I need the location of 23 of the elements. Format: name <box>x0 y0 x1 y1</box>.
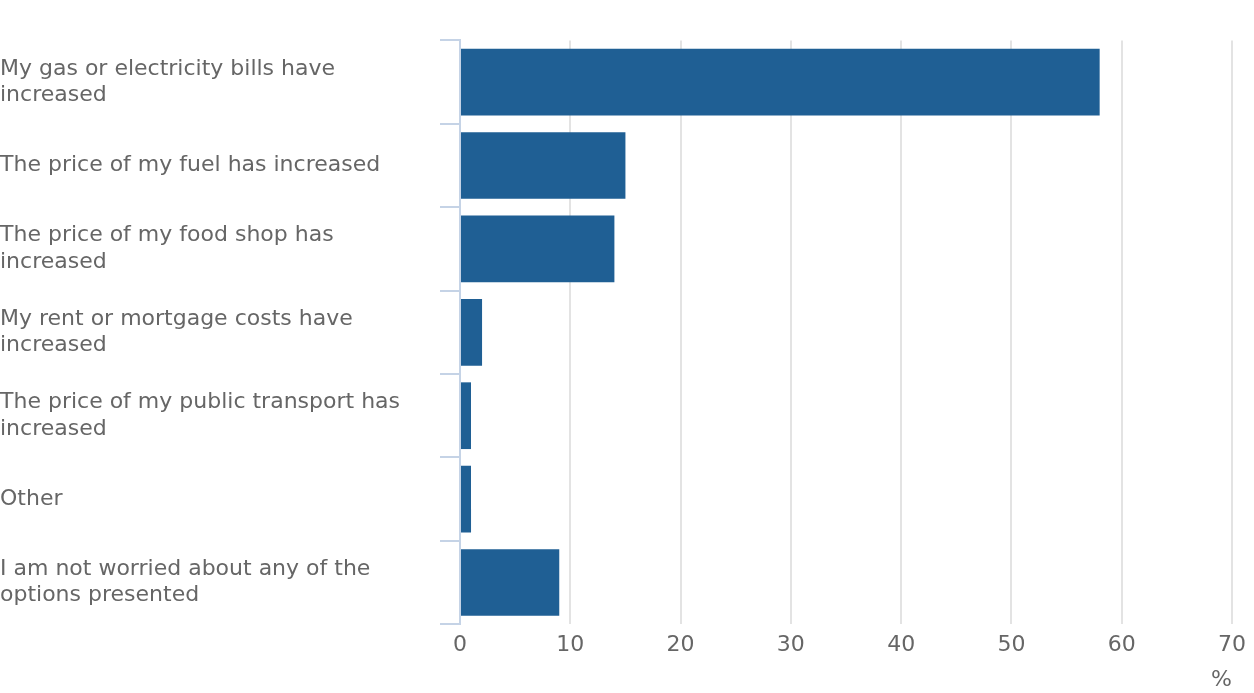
y-tick-label: My gas or electricity bills have increased <box>0 54 336 107</box>
x-tick-label: 20 <box>666 631 695 657</box>
y-tick-label: The price of my public transport has increased <box>0 388 401 440</box>
x-tick-label: 50 <box>997 631 1026 657</box>
bar <box>461 549 560 616</box>
bar <box>461 465 472 533</box>
x-tick-label: 40 <box>887 631 916 657</box>
x-tick-label: 70 <box>1218 631 1246 657</box>
x-tick-label: 10 <box>556 631 585 657</box>
bar <box>461 298 483 366</box>
x-tick-label: 60 <box>1107 631 1136 657</box>
y-tick-label: Other <box>0 484 64 510</box>
x-axis-title: % <box>1211 665 1232 691</box>
x-tick-label: 30 <box>776 631 805 657</box>
bar <box>461 382 472 450</box>
bar <box>461 132 626 199</box>
y-tick-label: My rent or mortgage costs have increased <box>0 304 353 357</box>
y-tick-label: The price of my fuel has increased <box>0 151 381 177</box>
x-tick-label: 0 <box>453 631 467 657</box>
bar <box>461 215 615 283</box>
y-tick-label: I am not worried about any of the options presented <box>0 555 371 607</box>
bar <box>461 48 1100 116</box>
y-tick-label: The price of my food shop has increased <box>0 221 334 273</box>
